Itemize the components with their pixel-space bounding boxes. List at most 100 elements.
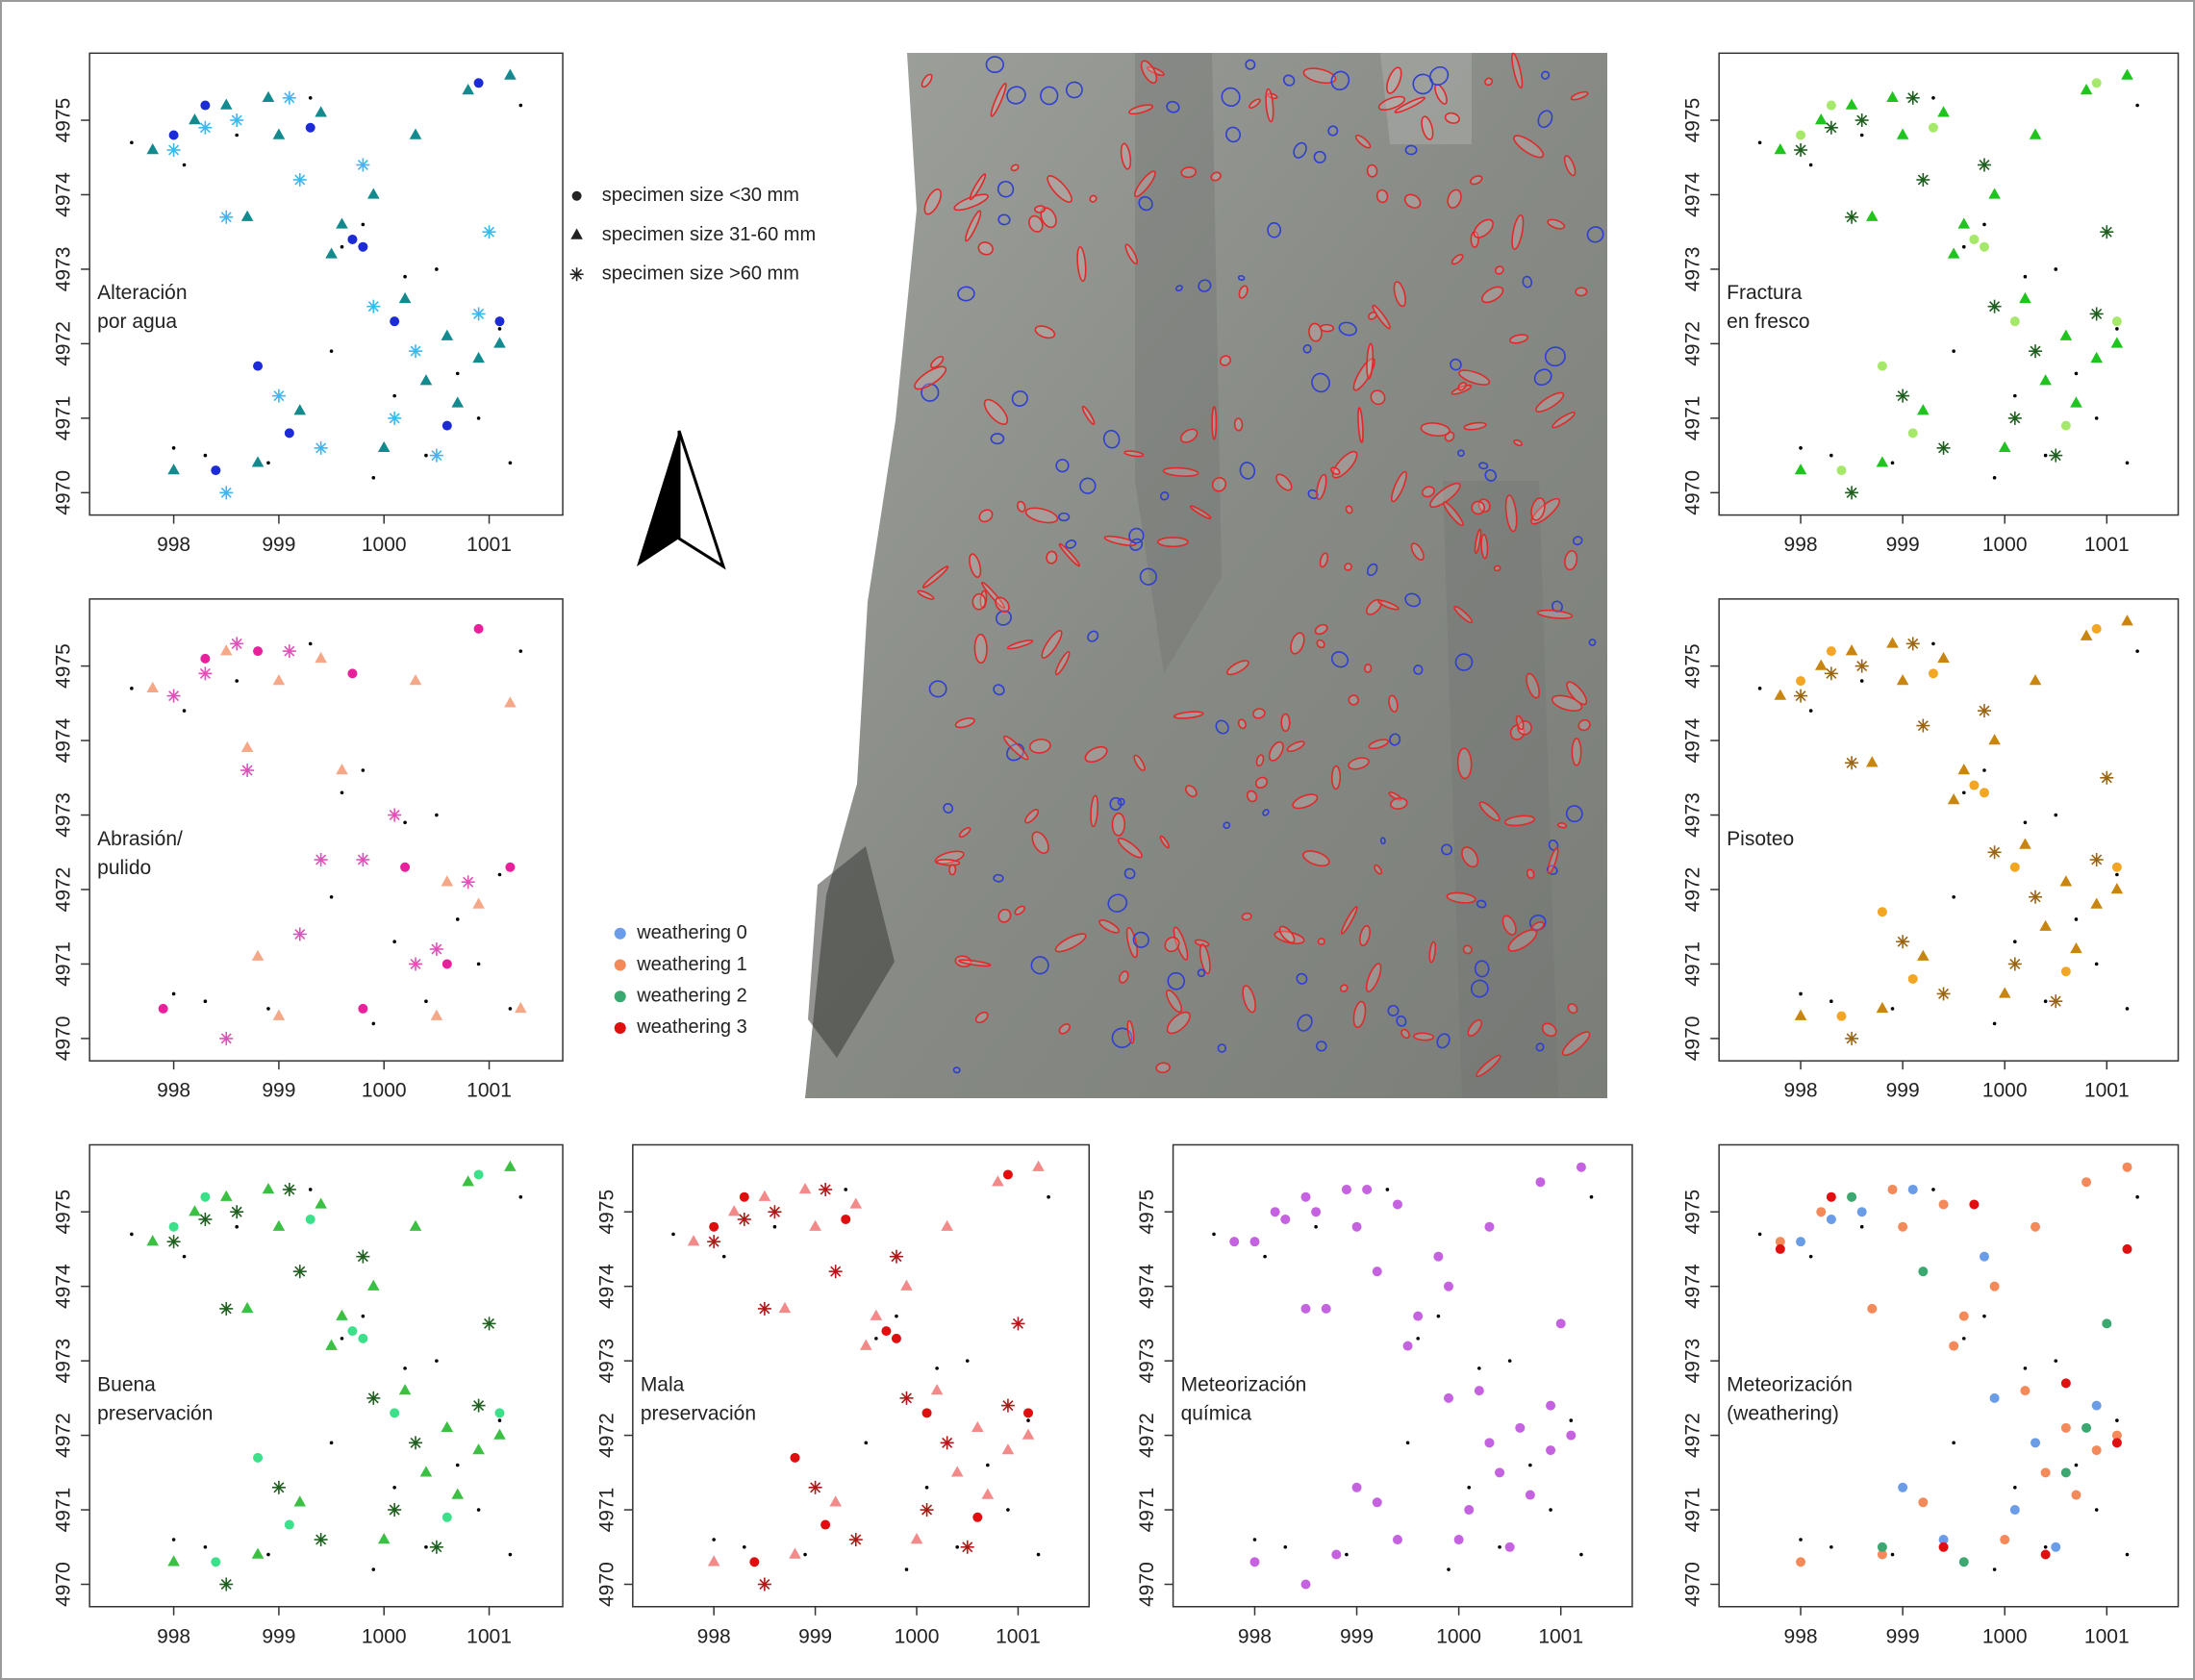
data-point (230, 1205, 244, 1219)
bone-outline (1478, 801, 1501, 822)
panel-title: preservación (641, 1402, 756, 1424)
data-point (1896, 935, 1910, 949)
y-tick-label: 4972 (53, 321, 75, 366)
asterisk-stroke (2091, 854, 2103, 865)
data-point (2080, 84, 2093, 95)
bone-outline (957, 286, 975, 302)
bone-outline (1198, 943, 1211, 975)
data-point (2009, 1505, 2020, 1516)
asterisk-stroke (168, 690, 180, 702)
data-point (482, 225, 496, 239)
bone-outline (1556, 822, 1568, 829)
data-point (1249, 1557, 1260, 1567)
data-point (419, 1466, 433, 1477)
data-point (305, 122, 315, 133)
photo-area (1135, 53, 1222, 673)
bone-outline (1508, 334, 1529, 344)
y-tick-label: 4973 (1682, 247, 1704, 292)
data-point (820, 1519, 831, 1530)
data-point (1982, 222, 1986, 227)
data-point (1311, 1207, 1322, 1217)
data-point (2091, 623, 2102, 634)
data-point (292, 172, 307, 187)
data-point (219, 486, 234, 500)
asterisk-stroke (850, 1534, 862, 1545)
bone-outline (1446, 891, 1476, 904)
data-point (808, 1480, 822, 1494)
data-point (2023, 274, 2028, 279)
data-point (2019, 838, 2031, 849)
bone-outline (1254, 776, 1269, 789)
data-point (347, 668, 358, 679)
data-point (1998, 987, 2011, 998)
bone-outline (1330, 765, 1342, 790)
bone-outline (1319, 323, 1335, 333)
y-tick-label: 4973 (1682, 1339, 1704, 1384)
data-point (1887, 1184, 1898, 1194)
data-point (271, 389, 286, 403)
y-tick-label: 4972 (1682, 321, 1704, 366)
data-point (361, 222, 366, 227)
asterisk-stroke (2101, 226, 2112, 238)
data-point (442, 959, 452, 969)
bone-outline (1132, 931, 1149, 948)
bone-outline (948, 864, 957, 876)
y-tick-label: 4975 (53, 643, 75, 689)
data-point (1392, 1199, 1402, 1210)
bone-outline (1002, 735, 1029, 761)
bone-outline (1339, 984, 1349, 992)
bone-outline (1041, 629, 1063, 659)
plot-frame (1718, 1143, 2180, 1608)
data-point (1854, 113, 1869, 128)
y-tick-label: 4973 (595, 1339, 618, 1384)
bone-outline (1124, 243, 1138, 265)
bone-outline (1040, 86, 1059, 106)
data-point (455, 371, 460, 376)
asterisk-stroke (2030, 345, 2041, 357)
asterisk-stroke (2050, 450, 2061, 462)
data-point (203, 453, 208, 458)
data-point (1362, 1184, 1373, 1194)
panel-title: pulido (97, 857, 151, 879)
bone-outline (1470, 175, 1483, 186)
data-point (361, 1314, 366, 1318)
data-point (1979, 788, 1989, 798)
bone-outline (1128, 104, 1154, 115)
data-point (493, 337, 506, 348)
data-point (1794, 1009, 1807, 1020)
bone-outline (1428, 940, 1437, 964)
bone-outline (1173, 711, 1204, 719)
bone-outline (1065, 81, 1083, 99)
data-point (1896, 389, 1910, 403)
bone-outline (1517, 720, 1532, 736)
asterisk-stroke (220, 212, 232, 223)
bone-outline (1028, 214, 1044, 233)
data-point (1484, 1221, 1495, 1232)
data-point (508, 461, 513, 465)
data-point (1859, 1224, 1864, 1229)
data-point (803, 1552, 807, 1557)
data-point (240, 1301, 254, 1314)
asterisk-stroke (168, 144, 180, 156)
legend-label: specimen size 31-60 mm (602, 224, 816, 245)
bone-outline (1552, 412, 1576, 429)
panel-title: Abrasión/ (97, 828, 183, 850)
data-point (366, 299, 381, 313)
data-point (2054, 267, 2058, 271)
data-point (2071, 1490, 2081, 1500)
data-point (2115, 327, 2119, 331)
data-point (2049, 448, 2063, 463)
data-point (1886, 637, 1899, 648)
data-point (1212, 1232, 1216, 1237)
bone-outline (1541, 1022, 1557, 1038)
asterisk-stroke (284, 92, 295, 104)
asterisk-stroke (739, 1214, 750, 1225)
bone-outline (1340, 906, 1358, 935)
bone-outline (1123, 867, 1136, 880)
bone-outline (1262, 809, 1270, 816)
data-point (272, 674, 286, 686)
asterisk-stroke (1795, 144, 1806, 156)
bone-outline (1480, 534, 1489, 560)
data-point (347, 1326, 358, 1337)
asterisk-stroke (431, 1542, 442, 1553)
